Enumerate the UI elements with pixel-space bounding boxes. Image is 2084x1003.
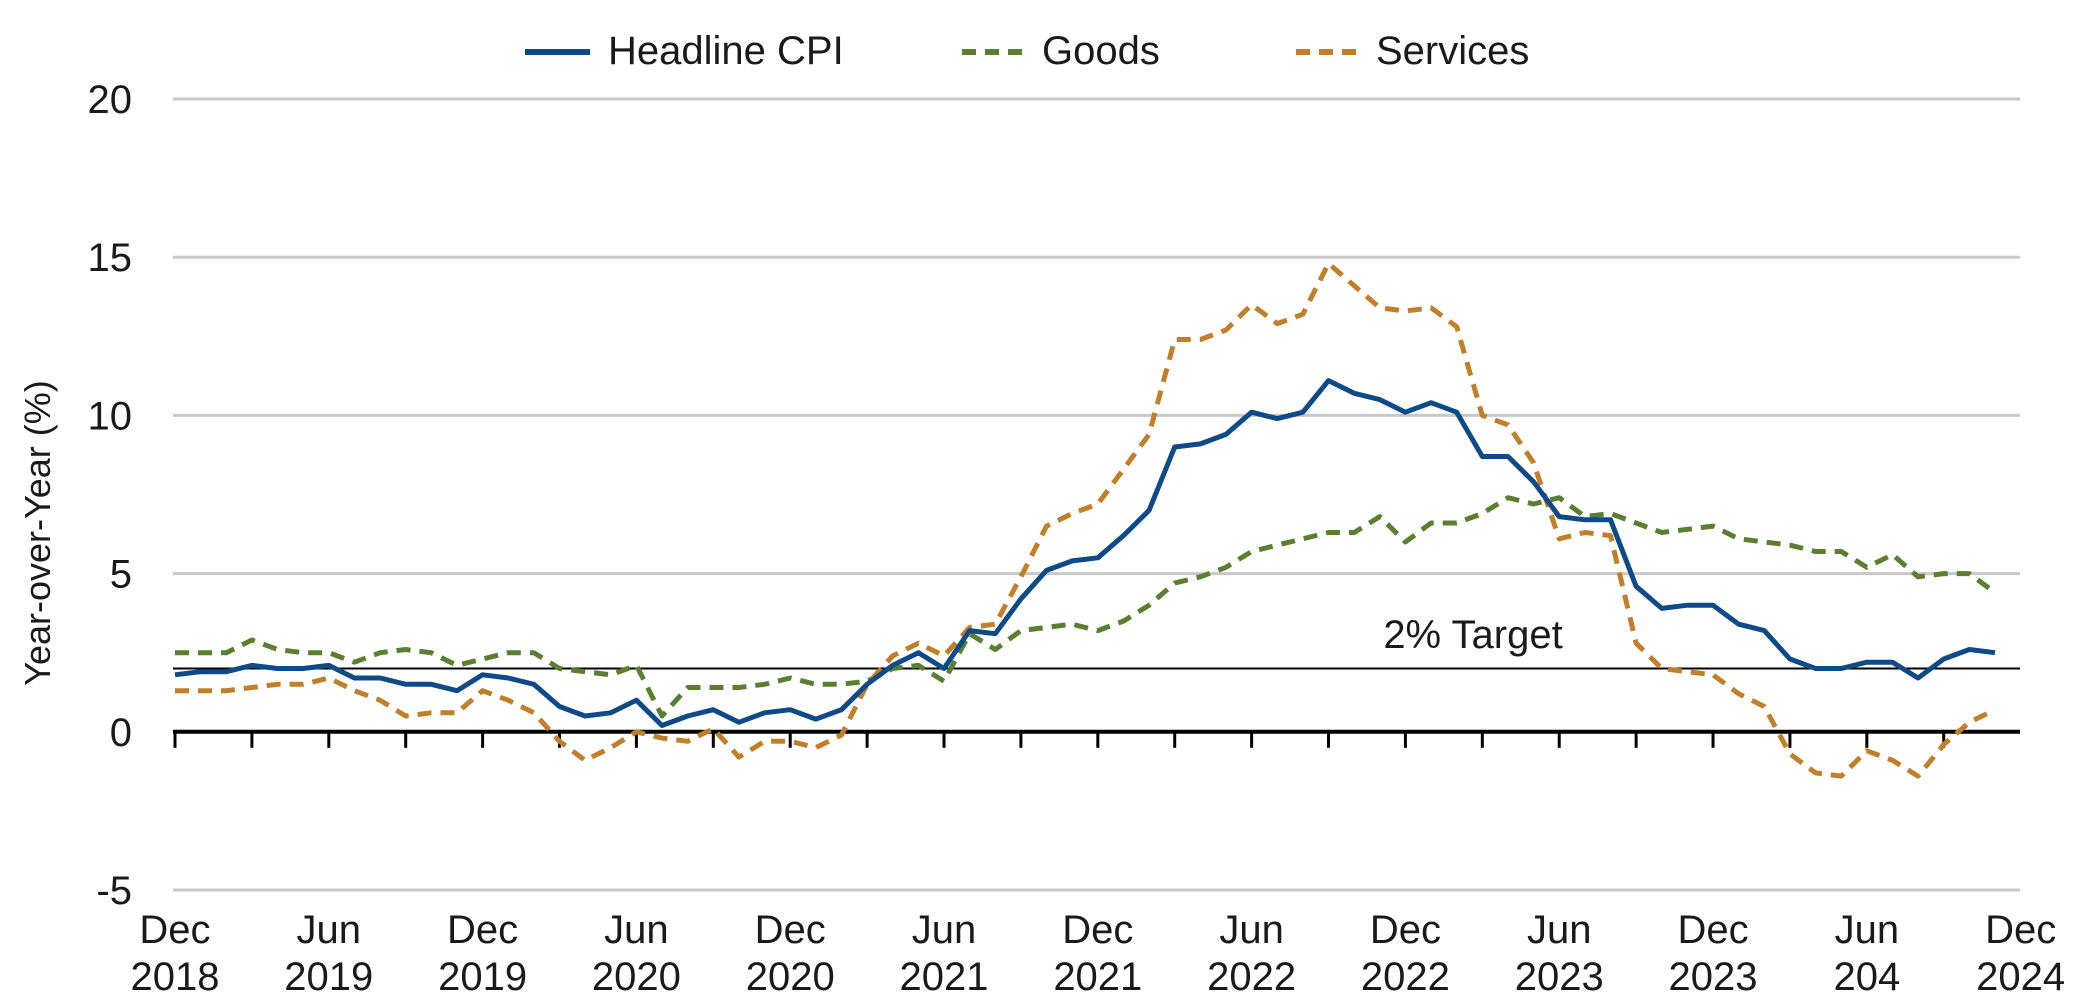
x-tick-label-month: Jun	[1219, 908, 1284, 952]
y-tick-label: 5	[110, 553, 132, 597]
x-tick-label-month: Jun	[297, 908, 362, 952]
series-lines	[174, 261, 1997, 779]
x-tick-label-year: 2024	[1976, 955, 2065, 999]
y-tick-label: 20	[88, 78, 133, 122]
x-tick-label-year: 2018	[131, 955, 220, 999]
legend-label-services: Services	[1376, 29, 1529, 73]
x-tick-label-month: Dec	[1985, 908, 2056, 952]
x-tick-label-month: Jun	[604, 908, 669, 952]
legend-entry-headline-cpi: Headline CPI	[525, 29, 844, 73]
legend-label-headline-cpi: Headline CPI	[608, 29, 844, 73]
gridlines	[173, 97, 2020, 892]
x-tick-label-year: 2019	[284, 955, 373, 999]
x-tick-label-month: Jun	[1527, 908, 1592, 952]
x-tick-label-year: 2022	[1207, 955, 1296, 999]
x-tick-label-year: 2023	[1515, 955, 1604, 999]
legend: Headline CPI Goods Services	[525, 29, 1529, 73]
x-axis: Dec2018Jun2019Dec2019Jun2020Dec2020Jun20…	[131, 729, 2065, 999]
x-tick-label-month: Dec	[1677, 908, 1748, 952]
x-tick-label-year: 2021	[900, 955, 989, 999]
legend-label-goods: Goods	[1042, 29, 1160, 73]
y-tick-label: 0	[110, 711, 132, 755]
x-tick-label-month: Dec	[447, 908, 518, 952]
y-tick-label: 15	[88, 236, 133, 280]
series-line-goods	[175, 495, 1997, 719]
x-tick-label-year: 2020	[592, 955, 681, 999]
x-tick-label-month: Dec	[1062, 908, 1133, 952]
legend-entry-goods: Goods	[962, 29, 1160, 73]
y-axis-ticks: -5 0 5 10 15 20	[88, 78, 133, 913]
y-axis-title: Year-over-Year (%)	[17, 380, 58, 685]
y-tick-label: -5	[96, 869, 132, 913]
x-tick-label-year: 204	[1833, 955, 1900, 999]
x-tick-label-year: 2023	[1669, 955, 1758, 999]
target-reference: 2% Target	[173, 613, 2020, 670]
x-tick-label-month: Jun	[1835, 908, 1900, 952]
x-tick-label-month: Dec	[1370, 908, 1441, 952]
x-tick-label-year: 2020	[746, 955, 835, 999]
x-tick-label-month: Jun	[912, 908, 977, 952]
x-tick-label-year: 2019	[438, 955, 527, 999]
x-tick-label-year: 2022	[1361, 955, 1450, 999]
series-line-headline-cpi	[174, 378, 1996, 728]
series-line-services	[175, 261, 1997, 779]
y-tick-label: 10	[88, 394, 133, 438]
x-tick-label-month: Dec	[755, 908, 826, 952]
x-tick-label-year: 2021	[1053, 955, 1142, 999]
x-tick-label-month: Dec	[139, 908, 210, 952]
target-label: 2% Target	[1383, 613, 1562, 657]
legend-entry-services: Services	[1296, 29, 1529, 73]
